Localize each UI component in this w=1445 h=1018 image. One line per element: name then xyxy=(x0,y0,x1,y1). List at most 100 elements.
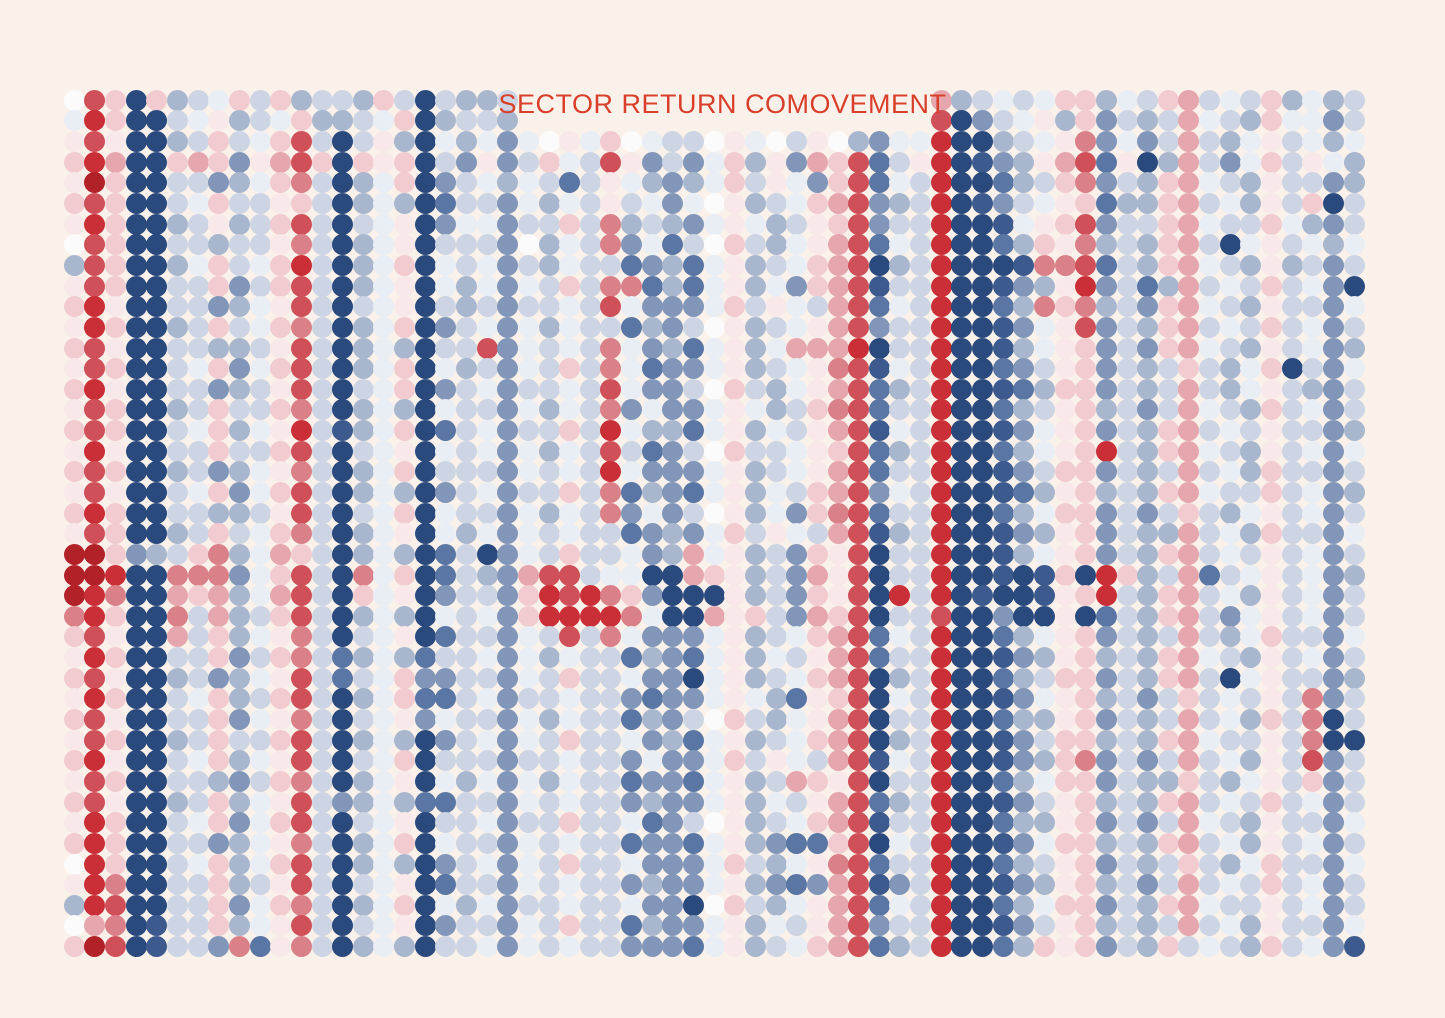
comovement-dot xyxy=(621,543,643,565)
comovement-dot xyxy=(641,853,663,875)
comovement-dot xyxy=(290,378,312,400)
comovement-dot xyxy=(848,750,870,772)
comovement-dot xyxy=(992,89,1014,111)
comovement-dot xyxy=(1343,420,1365,442)
comovement-dot xyxy=(1075,399,1097,421)
comovement-dot xyxy=(827,399,849,421)
comovement-dot xyxy=(579,647,601,669)
comovement-dot xyxy=(992,812,1014,834)
comovement-dot xyxy=(1302,110,1324,132)
comovement-dot xyxy=(538,874,560,896)
comovement-dot xyxy=(187,440,209,462)
comovement-dot xyxy=(311,378,333,400)
comovement-dot xyxy=(827,131,849,153)
comovement-dot xyxy=(806,131,828,153)
comovement-dot xyxy=(579,853,601,875)
comovement-dot xyxy=(517,812,539,834)
comovement-dot xyxy=(930,688,952,710)
comovement-dot xyxy=(1219,750,1241,772)
comovement-dot xyxy=(724,337,746,359)
comovement-dot xyxy=(889,770,911,792)
comovement-dot xyxy=(703,151,725,173)
comovement-dot xyxy=(332,296,354,318)
comovement-dot xyxy=(208,626,230,648)
comovement-dot xyxy=(517,543,539,565)
comovement-dot xyxy=(435,172,457,194)
comovement-dot xyxy=(641,688,663,710)
comovement-dot xyxy=(146,853,168,875)
comovement-dot xyxy=(641,131,663,153)
comovement-dot xyxy=(600,502,622,524)
comovement-dot xyxy=(1178,750,1200,772)
comovement-dot xyxy=(1116,853,1138,875)
comovement-dot xyxy=(1116,729,1138,751)
comovement-dot xyxy=(1240,874,1262,896)
comovement-dot xyxy=(683,770,705,792)
comovement-dot xyxy=(889,275,911,297)
comovement-dot xyxy=(806,688,828,710)
comovement-dot xyxy=(1033,709,1055,731)
comovement-dot xyxy=(1240,275,1262,297)
comovement-dot xyxy=(84,358,106,380)
comovement-dot xyxy=(352,275,374,297)
comovement-dot xyxy=(1260,853,1282,875)
comovement-dot xyxy=(373,420,395,442)
comovement-dot xyxy=(538,378,560,400)
comovement-dot xyxy=(1178,874,1200,896)
comovement-dot xyxy=(373,89,395,111)
comovement-dot xyxy=(352,936,374,958)
comovement-dot xyxy=(1199,585,1221,607)
comovement-dot xyxy=(786,750,808,772)
comovement-dot xyxy=(249,812,271,834)
comovement-dot xyxy=(538,915,560,937)
comovement-dot xyxy=(538,626,560,648)
comovement-dot xyxy=(167,213,189,235)
comovement-dot xyxy=(1137,585,1159,607)
comovement-dot xyxy=(703,894,725,916)
comovement-dot xyxy=(1322,378,1344,400)
comovement-dot xyxy=(249,936,271,958)
comovement-dot xyxy=(641,729,663,751)
comovement-dot xyxy=(249,564,271,586)
comovement-dot xyxy=(744,440,766,462)
comovement-dot xyxy=(621,915,643,937)
comovement-dot xyxy=(868,131,890,153)
comovement-dot xyxy=(1013,337,1035,359)
comovement-dot xyxy=(332,482,354,503)
comovement-dot xyxy=(249,853,271,875)
comovement-dot xyxy=(806,193,828,215)
comovement-dot xyxy=(1095,750,1117,772)
comovement-dot xyxy=(1116,378,1138,400)
comovement-dot xyxy=(167,812,189,834)
comovement-dot xyxy=(786,420,808,442)
comovement-dot xyxy=(538,254,560,276)
comovement-dot xyxy=(889,378,911,400)
comovement-dot xyxy=(146,110,168,132)
comovement-dot xyxy=(724,254,746,276)
comovement-dot xyxy=(765,605,787,627)
comovement-dot xyxy=(1075,378,1097,400)
comovement-dot xyxy=(1322,275,1344,297)
comovement-dot xyxy=(394,791,416,813)
comovement-dot xyxy=(1260,89,1282,111)
comovement-dot xyxy=(249,275,271,297)
comovement-dot xyxy=(765,461,787,483)
comovement-dot xyxy=(146,874,168,896)
comovement-dot xyxy=(332,420,354,442)
comovement-dot xyxy=(1322,626,1344,648)
comovement-dot xyxy=(538,131,560,153)
comovement-dot xyxy=(373,234,395,256)
comovement-dot xyxy=(1013,172,1035,194)
comovement-dot xyxy=(641,254,663,276)
comovement-dot xyxy=(1219,110,1241,132)
comovement-dot xyxy=(1033,420,1055,442)
comovement-dot xyxy=(435,874,457,896)
comovement-dot xyxy=(683,296,705,318)
comovement-dot xyxy=(744,523,766,545)
comovement-dot xyxy=(889,172,911,194)
comovement-dot xyxy=(63,502,85,524)
comovement-dot xyxy=(806,213,828,235)
comovement-dot xyxy=(435,110,457,132)
comovement-dot xyxy=(394,275,416,297)
comovement-dot xyxy=(1219,915,1241,937)
